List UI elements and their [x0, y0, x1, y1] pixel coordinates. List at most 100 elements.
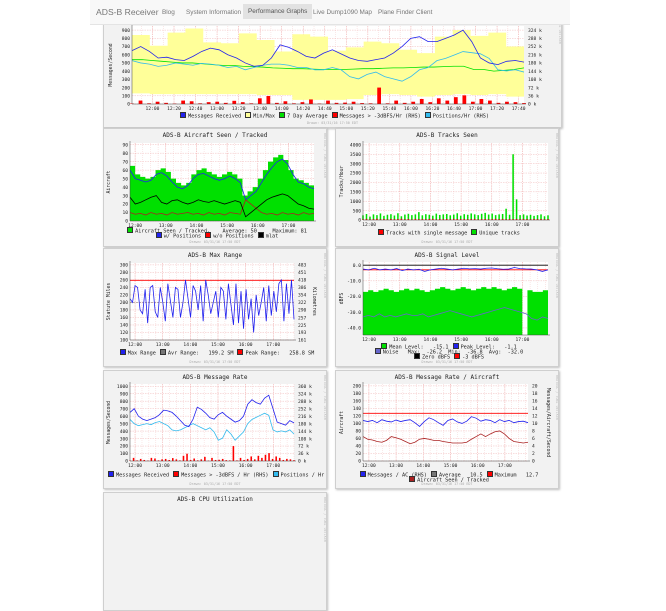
bar-mark [204, 457, 206, 461]
legend-label: 7 Day Average [287, 114, 328, 120]
y-tick-label: 280 [120, 270, 129, 276]
bar-mark [437, 98, 441, 104]
legend-swatch [273, 471, 279, 477]
right-tick-label: 36 k [298, 451, 309, 457]
legend-swatch [454, 353, 460, 359]
legend-swatch [173, 471, 179, 477]
right-tick-label: 252 k [528, 44, 542, 50]
y-tick-label: -10.0 [347, 279, 361, 285]
legend-swatch [332, 112, 338, 118]
right-tick-label: 180 k [298, 421, 312, 427]
bar-mark [488, 215, 490, 220]
bar-mark [436, 214, 438, 220]
y-axis-label: Statute Miles [106, 283, 112, 321]
y-tick-label: 500 [120, 421, 129, 427]
y-tick-label: 300 [120, 263, 129, 269]
bar-mark [186, 454, 188, 461]
drawn-timestamp: Drawn: 03/31/16 17:50 EDT [104, 121, 561, 125]
right-tick-label: 180 k [528, 61, 542, 67]
y-tick-label: 0.0 [353, 263, 362, 269]
x-tick-label: 13:00 [393, 222, 407, 228]
right-tick-label: 418 [298, 278, 307, 284]
y-tick-label: 400 [120, 429, 129, 435]
y-tick-label: -30.0 [347, 310, 361, 316]
bar-mark [140, 459, 142, 461]
legend-label: Max Range [128, 351, 156, 357]
bar-mark [425, 214, 427, 220]
bar-mark [284, 101, 288, 104]
y-tick-label: -20.0 [347, 294, 361, 300]
y-tick-label: -40.0 [347, 326, 361, 332]
bar-mark [272, 459, 274, 461]
bar-mark [397, 213, 399, 220]
bar-mark [530, 215, 532, 220]
right-tick-label: 451 [298, 270, 307, 276]
bar-mark [222, 459, 224, 461]
rrdtool-watermark: RRDTOOL / TOBI OETIKER [322, 497, 326, 542]
y-tick-label: 0 [358, 459, 361, 465]
x-tick-label: 14:00 [183, 463, 197, 469]
brand-link[interactable]: ADS-B Receiver [96, 7, 159, 17]
bar-mark [241, 102, 245, 104]
plot-area [363, 143, 548, 220]
bar-mark [265, 455, 267, 461]
right-tick-label: 257 [298, 315, 307, 321]
nav-performance-graphs[interactable]: Performance Graphs [243, 4, 312, 19]
bar-mark [233, 446, 235, 461]
y-tick-label: 3500 [350, 152, 361, 158]
x-tick-label: 13:00 [156, 463, 170, 469]
right-tick-label: 290 [298, 308, 307, 314]
y-tick-label: 60 [122, 168, 128, 174]
series-min-max-band [132, 28, 524, 99]
y-tick-label: 4000 [350, 143, 361, 149]
legend-swatch [120, 349, 126, 355]
drawn-timestamp: Drawn: 03/31/16 17:50 EDT [104, 240, 326, 244]
x-tick-label: 15:00 [211, 342, 225, 348]
y-tick-label: 120 [353, 414, 362, 420]
y-axis-label: Messages/Second [106, 401, 112, 444]
nav-system-information[interactable]: System Information [186, 9, 241, 16]
y-tick-label: 20 [355, 451, 361, 457]
nav-plane-finder-client[interactable]: Plane Finder Client [378, 9, 432, 16]
y-tick-label: 180 [120, 308, 129, 314]
legend-swatch [279, 112, 285, 118]
nav-blog[interactable]: Blog [162, 9, 175, 16]
bar-mark [275, 456, 277, 461]
y-tick-label: 80 [122, 151, 128, 157]
y-tick-label: 1000 [350, 199, 361, 205]
legend-label: Messages > -3dBFS/Hr (RHS) [340, 114, 421, 120]
nav-live-dump1090-map[interactable]: Live Dump1090 Map [313, 9, 372, 16]
legend-label: Messages Received [188, 114, 241, 120]
right-tick-label: 0 [532, 459, 535, 465]
y-tick-label: 180 [353, 391, 362, 397]
bar-mark [286, 459, 288, 461]
right-tick-label: 8 [532, 429, 535, 435]
bar-mark [411, 102, 415, 104]
y-tick-label: 100 [120, 338, 129, 344]
y-tick-label: 90 [122, 142, 128, 148]
right-tick-label: 252 k [298, 406, 312, 412]
right-tick-label: 108 k [298, 436, 312, 442]
y-tick-label: 800 [122, 36, 131, 42]
y-tick-label: 160 [353, 399, 362, 405]
y-axis-label: dBFS [339, 293, 345, 305]
bar-mark [247, 459, 249, 461]
y-tick-label: 1000 [117, 384, 128, 390]
right-tick-label: 193 [298, 330, 307, 336]
y-tick-label: 200 [120, 444, 129, 450]
x-tick-label: 15:00 [444, 463, 458, 469]
legend-swatch [237, 349, 243, 355]
y-tick-label: 220 [120, 293, 129, 299]
x-tick-label: 17:00 [498, 463, 512, 469]
y-tick-label: 900 [122, 28, 131, 34]
x-tick-label: 15:00 [454, 222, 468, 228]
right-tick-label: 144 k [298, 429, 312, 435]
right-tick-label: 36 k [528, 93, 539, 99]
bar-mark [467, 215, 469, 220]
